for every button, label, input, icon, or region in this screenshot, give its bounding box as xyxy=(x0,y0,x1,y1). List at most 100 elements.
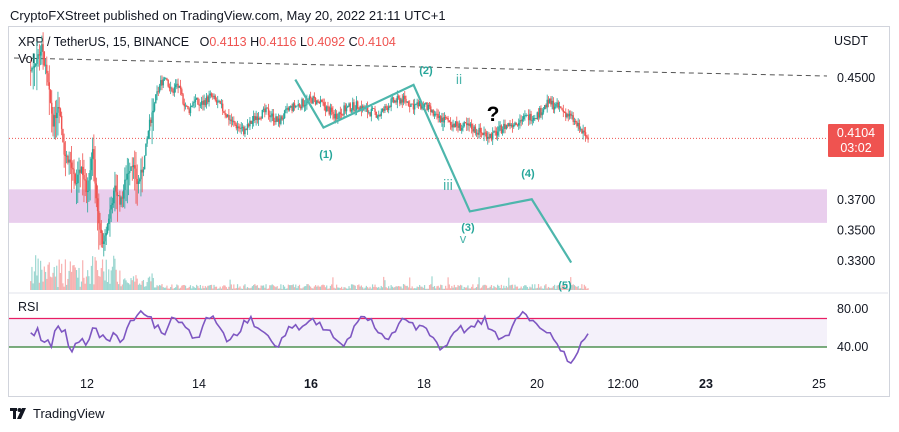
volume-bar xyxy=(523,286,525,290)
candle-body xyxy=(182,94,184,104)
footer-brand-label: TradingView xyxy=(33,406,105,421)
volume-bar xyxy=(345,288,348,290)
candle-body xyxy=(198,104,200,106)
volume-bar xyxy=(116,281,119,290)
candle-body xyxy=(34,63,37,66)
volume-bar xyxy=(334,288,336,290)
candle-body xyxy=(586,136,588,138)
time-tick-label: 14 xyxy=(192,377,206,391)
candle-body xyxy=(266,107,268,109)
volume-bar xyxy=(343,287,345,290)
candle-body xyxy=(411,103,413,105)
candle-body xyxy=(350,109,353,112)
volume-bar xyxy=(363,288,365,290)
volume-bar xyxy=(30,281,32,290)
volume-bar xyxy=(556,285,558,290)
price-tick-label: 0.3500 xyxy=(837,224,875,238)
volume-bar xyxy=(362,287,364,290)
rsi-legend[interactable]: RSI xyxy=(18,300,39,314)
volume-bar xyxy=(296,288,298,290)
candle-body xyxy=(406,101,408,103)
volume-bar xyxy=(378,286,380,290)
volume-bar xyxy=(546,288,548,290)
candle-body xyxy=(231,120,234,122)
volume-bar xyxy=(158,284,161,290)
volume-bars xyxy=(30,255,589,290)
candle-body xyxy=(245,128,247,130)
volume-bar xyxy=(454,287,457,290)
candle-body xyxy=(335,113,338,119)
time-tick-label: 12 xyxy=(80,377,94,391)
volume-bar xyxy=(336,284,338,290)
volume-bar xyxy=(487,288,489,290)
volume-bar xyxy=(295,284,297,290)
volume-bar xyxy=(535,288,537,290)
volume-bar xyxy=(163,287,166,290)
volume-bar xyxy=(280,284,282,290)
last-price-value: 0.4104 xyxy=(836,126,876,140)
candle-body xyxy=(525,115,527,116)
volume-bar xyxy=(46,278,48,290)
footer-brand[interactable]: TradingView xyxy=(10,406,105,421)
candle-body xyxy=(223,111,225,113)
candle-body xyxy=(515,122,517,125)
candle-body xyxy=(494,130,496,132)
volume-bar xyxy=(388,286,390,290)
candle-body xyxy=(271,113,273,117)
volume-bar xyxy=(314,285,317,290)
volume-bar xyxy=(92,256,94,290)
candle-body xyxy=(338,112,340,119)
candle-body xyxy=(145,143,147,156)
candle-body xyxy=(329,107,332,115)
volume-bar xyxy=(511,284,514,290)
volume-bar xyxy=(370,288,372,290)
volume-bar xyxy=(83,277,85,290)
candle-body xyxy=(260,118,262,120)
candle-body xyxy=(140,169,142,180)
candle-body xyxy=(204,100,207,106)
volume-bar xyxy=(472,284,474,290)
candle-body xyxy=(319,99,322,104)
symbol-label[interactable]: XRP / TetherUS, 15, BINANCE xyxy=(18,35,190,49)
candle-body xyxy=(224,112,226,115)
volume-bar xyxy=(178,288,180,290)
candle-body xyxy=(86,190,89,193)
candle-body xyxy=(491,132,494,140)
volume-bar xyxy=(288,285,291,290)
volume-bar xyxy=(319,286,322,290)
candle-body xyxy=(405,98,407,103)
candle-body xyxy=(257,117,260,121)
volume-bar xyxy=(539,287,541,290)
candle-body xyxy=(333,113,335,119)
volume-bar xyxy=(409,277,411,290)
candle-body xyxy=(562,109,564,113)
volume-bar xyxy=(462,288,464,290)
candle-body xyxy=(427,104,429,111)
volume-bar xyxy=(448,284,450,290)
volume-bar xyxy=(478,277,480,290)
candle-body xyxy=(148,119,151,131)
candle-body xyxy=(138,179,141,182)
rsi-tick-label: 80.00 xyxy=(837,302,868,316)
candle-body xyxy=(391,97,394,99)
volume-bar xyxy=(108,269,110,290)
volume-bar xyxy=(35,255,37,290)
volume-bar xyxy=(506,287,509,290)
volume-bar xyxy=(132,276,135,290)
volume-bar xyxy=(47,264,49,290)
volume-bar xyxy=(269,285,271,290)
candle-body xyxy=(498,126,500,132)
candle-body xyxy=(583,130,586,133)
volume-bar xyxy=(312,288,314,290)
candle-body xyxy=(134,165,136,169)
volume-bar xyxy=(201,288,203,290)
candle-body xyxy=(181,89,183,95)
volume-bar xyxy=(549,287,551,290)
candle-body xyxy=(295,106,297,108)
candle-body xyxy=(496,131,499,136)
candle-body xyxy=(106,223,109,234)
volume-bar xyxy=(150,281,152,290)
volume-bar xyxy=(181,285,183,290)
last-price-badge: 0.4104 03:02 xyxy=(828,124,884,157)
